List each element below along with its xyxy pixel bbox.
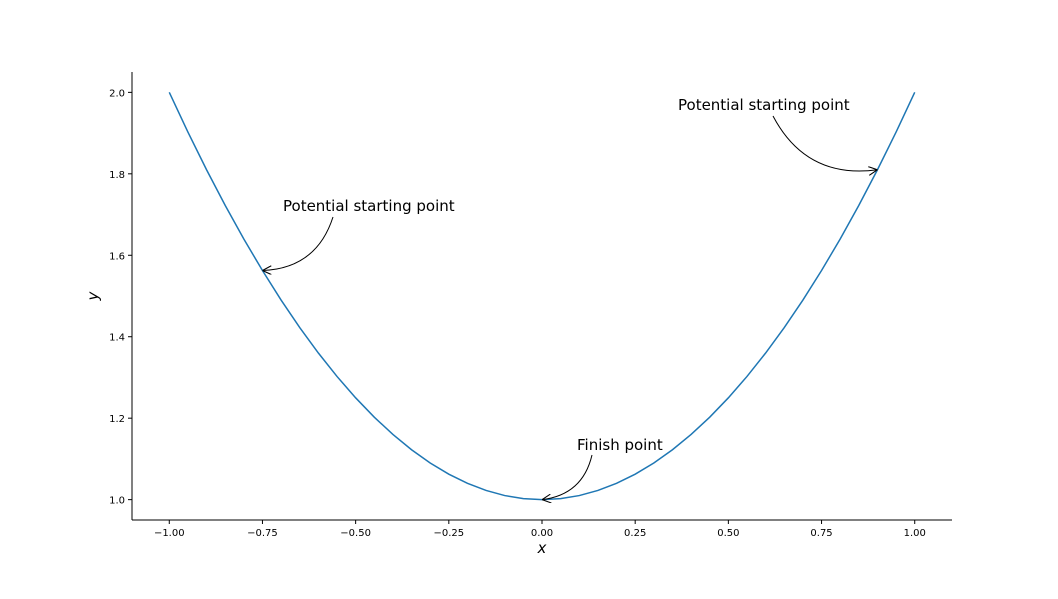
x-tick-label: −0.75 xyxy=(247,528,278,539)
annotation-arrow xyxy=(542,454,593,500)
x-axis-label: x xyxy=(537,539,547,557)
x-tick-label: −0.25 xyxy=(433,528,464,539)
annotation-arrow xyxy=(262,216,334,271)
y-tick-label: 1.4 xyxy=(109,333,125,344)
x-tick-label: 0.50 xyxy=(717,528,739,539)
x-tick-label: −1.00 xyxy=(154,528,185,539)
x-tick-label: 0.00 xyxy=(531,528,553,539)
x-tick-label: 0.75 xyxy=(810,528,832,539)
annotation-text: Finish point xyxy=(577,436,663,454)
x-tick-label: −0.50 xyxy=(340,528,371,539)
y-tick-label: 1.8 xyxy=(109,170,125,181)
annotation-arrow xyxy=(772,115,877,171)
y-tick-label: 1.0 xyxy=(109,496,125,507)
x-tick-label: 1.00 xyxy=(904,528,926,539)
y-axis-label: y xyxy=(84,290,102,301)
annotation-text: Potential starting point xyxy=(283,197,455,215)
x-tick-label: 0.25 xyxy=(624,528,646,539)
y-tick-label: 1.2 xyxy=(109,414,125,425)
y-tick-label: 2.0 xyxy=(109,88,125,99)
y-tick-label: 1.6 xyxy=(109,251,125,262)
annotation-text: Potential starting point xyxy=(678,96,850,114)
